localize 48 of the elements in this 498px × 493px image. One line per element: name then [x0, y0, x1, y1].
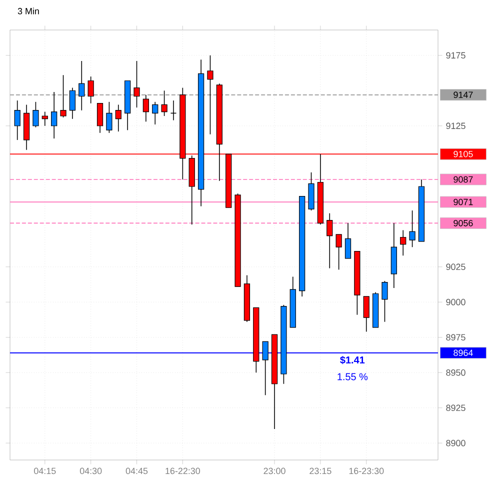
candlestick — [134, 60, 140, 108]
candlestick — [88, 76, 94, 104]
candlestick — [42, 111, 48, 126]
y-tick-label: 8900 — [446, 440, 466, 446]
ref-line-label: 8964 — [454, 350, 473, 356]
chart-title: 3 Min — [18, 8, 39, 14]
candlestick — [409, 210, 416, 248]
y-tick-label: 9175 — [446, 52, 466, 59]
candlestick — [326, 212, 333, 269]
x-tick-label: 16-22:30 — [166, 468, 200, 474]
candlestick — [142, 94, 149, 122]
candlestick — [161, 90, 168, 116]
x-tick-label: 04:30 — [80, 468, 102, 474]
candlestick — [115, 104, 122, 132]
candlestick — [69, 87, 76, 120]
candlestick — [32, 102, 39, 128]
ref-line-label: 9087 — [454, 176, 473, 183]
x-tick-label: 04:15 — [34, 468, 56, 474]
annotation: $1.41 — [340, 356, 365, 364]
x-tick-label: 04:45 — [126, 468, 148, 474]
ref-line-label: 9147 — [454, 92, 473, 98]
ref-line-label: 9071 — [454, 198, 473, 206]
y-tick-label: 9025 — [446, 264, 466, 270]
y-tick-label: 9000 — [446, 298, 466, 306]
candlestick — [106, 102, 112, 134]
candlestick — [96, 102, 104, 134]
ref-line-label: 9056 — [454, 220, 473, 226]
ref-line-label: 9105 — [454, 150, 473, 158]
x-tick-label: 23:00 — [264, 468, 286, 474]
y-tick-label: 8925 — [446, 404, 466, 412]
annotation: 1.55 % — [338, 373, 368, 380]
candlestick — [14, 100, 20, 140]
y-tick-label: 8950 — [446, 369, 466, 376]
candlestick — [78, 60, 85, 111]
candlestick — [51, 92, 58, 139]
candlestick — [336, 234, 342, 270]
candlestick — [400, 230, 406, 256]
y-tick-label: 8975 — [446, 334, 466, 341]
candlestick — [363, 296, 370, 332]
candlestick — [262, 341, 268, 396]
candlestick — [60, 74, 66, 118]
candlestick — [207, 54, 214, 135]
y-tick-label: 9125 — [446, 122, 466, 130]
x-tick-label: 23:15 — [310, 468, 332, 474]
candlestick — [344, 222, 352, 259]
x-tick-label: 16-23:30 — [349, 468, 384, 474]
candlestick — [152, 102, 158, 125]
candlestick — [382, 280, 388, 322]
